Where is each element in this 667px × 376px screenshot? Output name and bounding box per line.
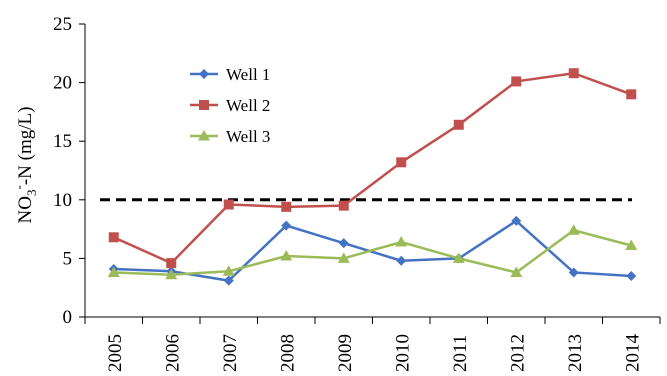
data-point-series-2 — [281, 201, 292, 212]
data-point-series-2 — [511, 76, 522, 87]
x-tick-label: 2010 — [392, 334, 413, 372]
y-axis-title-sub: 3 — [24, 190, 39, 197]
y-tick-label: 0 — [63, 307, 73, 328]
legend-marker-1 — [199, 69, 209, 79]
data-point-series-3 — [165, 268, 178, 280]
data-point-series-3 — [510, 266, 523, 277]
data-point-series-2 — [396, 157, 407, 168]
data-point-series-2 — [166, 258, 177, 269]
data-point-series-3 — [452, 252, 465, 263]
data-point-series-1 — [223, 275, 234, 286]
x-tick-label: 2012 — [507, 334, 528, 372]
series-line-2 — [113, 71, 632, 265]
x-tick-label: 2014 — [622, 334, 643, 373]
data-point-series-3 — [625, 239, 638, 251]
y-axis-title: NO3--N (mg/L) — [11, 107, 39, 224]
data-point-series-3 — [395, 235, 408, 247]
data-point-series-2 — [338, 200, 349, 211]
series-line-3 — [113, 228, 632, 277]
y-tick-label: 5 — [63, 248, 73, 269]
legend-label-3: Well 3 — [226, 127, 270, 146]
data-point-series-3 — [337, 252, 350, 263]
y-tick-label: 15 — [53, 131, 72, 152]
data-point-series-1 — [511, 215, 522, 226]
x-tick-label: 2006 — [162, 334, 183, 372]
data-point-series-2 — [626, 89, 637, 100]
data-point-series-3 — [107, 266, 120, 277]
data-point-series-2 — [568, 68, 579, 79]
x-tick-label: 2011 — [450, 335, 471, 372]
data-point-series-1 — [338, 238, 349, 249]
x-tick-label: 2013 — [565, 334, 586, 372]
plot-area: 0 5 10 15 20 25 2005 2006 2007 2008 2009 2010 2011 20… — [53, 14, 661, 373]
x-tick-label: 2007 — [220, 334, 241, 372]
x-tick-label: 2008 — [277, 334, 298, 372]
data-point-series-2 — [453, 119, 464, 130]
series-line-1 — [113, 219, 632, 283]
y-tick-label: 20 — [53, 73, 72, 94]
x-tick-label: 2005 — [105, 334, 126, 372]
y-axis-title-rest: -N (mg/L) — [15, 107, 36, 186]
y-axis-title-sup: - — [11, 185, 26, 189]
legend-marker-2 — [199, 100, 209, 110]
data-point-series-2 — [223, 199, 234, 210]
data-point-series-2 — [108, 232, 119, 243]
data-point-series-1 — [568, 267, 579, 278]
legend-marker-3 — [198, 130, 210, 141]
data-point-series-3 — [567, 224, 580, 235]
data-point-series-1 — [626, 270, 637, 281]
legend-label-1: Well 1 — [226, 65, 270, 84]
y-tick-label: 10 — [53, 190, 72, 211]
data-point-series-3 — [222, 265, 235, 276]
y-axis-title-main: NO — [15, 196, 36, 223]
data-point-series-1 — [396, 255, 407, 266]
x-tick-label: 2009 — [335, 334, 356, 372]
data-point-series-3 — [280, 250, 293, 261]
y-tick-label: 25 — [53, 14, 72, 35]
legend-label-2: Well 2 — [226, 96, 270, 115]
data-point-series-1 — [281, 220, 292, 231]
